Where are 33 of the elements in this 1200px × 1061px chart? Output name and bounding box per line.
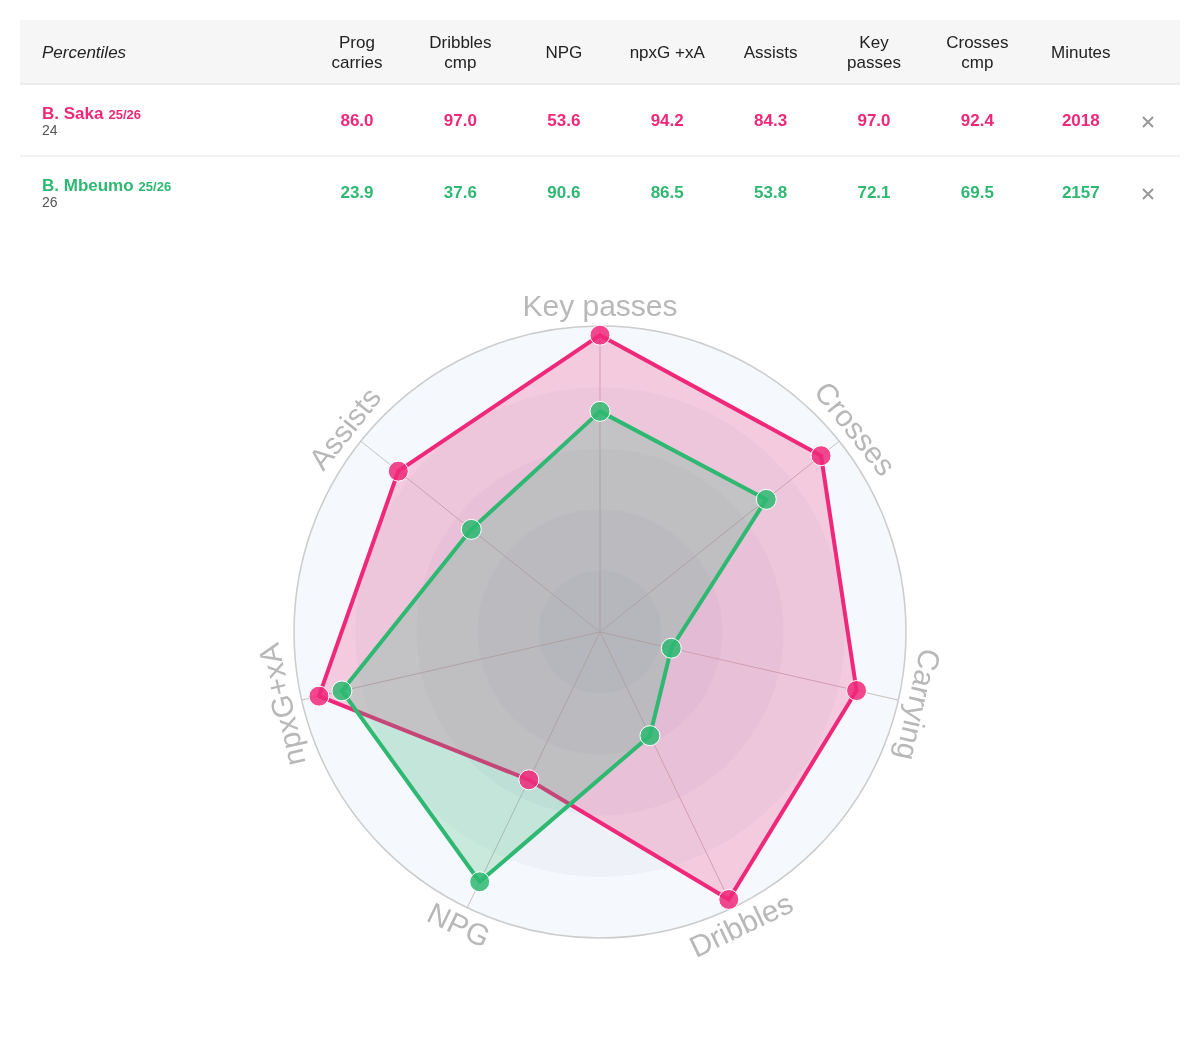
- legend-label: B. Saka 25/26: [42, 104, 141, 123]
- category-label: Assists: [743, 43, 798, 62]
- data-label: 69.5: [960, 183, 994, 202]
- category-label: Prog carries: [331, 33, 383, 72]
- data-label: 23.9: [340, 183, 374, 202]
- data-label: 92.4: [960, 111, 995, 130]
- text: 26: [42, 194, 58, 210]
- data-label: 97.0: [443, 111, 477, 130]
- legend-label: B. Mbeumo 25/26: [42, 176, 172, 195]
- data-label: 84.3: [754, 111, 788, 130]
- data-label: 94.2: [650, 111, 684, 130]
- spoke-label: npxG+xA: [251, 640, 312, 769]
- data-label: 2157: [1061, 183, 1100, 202]
- spoke-label: Key passes: [522, 289, 678, 322]
- data-label: 37.6: [443, 183, 477, 202]
- spoke-label: NPG: [422, 895, 496, 954]
- text: Percentiles: [42, 43, 127, 62]
- data-label: 72.1: [857, 183, 891, 202]
- data-label: 97.0: [857, 111, 891, 130]
- data-label: 86.5: [650, 183, 684, 202]
- data-label: 90.6: [547, 183, 581, 202]
- data-label: 53.8: [754, 183, 788, 202]
- category-label: Dribbles cmp: [429, 33, 492, 72]
- spoke-label: Carrying: [889, 645, 948, 764]
- category-label: npxG +xA: [629, 43, 706, 62]
- data-label: 2018: [1061, 111, 1100, 130]
- category-label: Crosses cmp: [946, 33, 1009, 72]
- category-label: Minutes: [1051, 43, 1111, 62]
- category-label: Key passes: [847, 33, 901, 72]
- text: 24: [42, 122, 58, 138]
- data-label: 86.0: [340, 111, 374, 130]
- data-label: 53.6: [547, 111, 581, 130]
- category-label: NPG: [545, 43, 583, 62]
